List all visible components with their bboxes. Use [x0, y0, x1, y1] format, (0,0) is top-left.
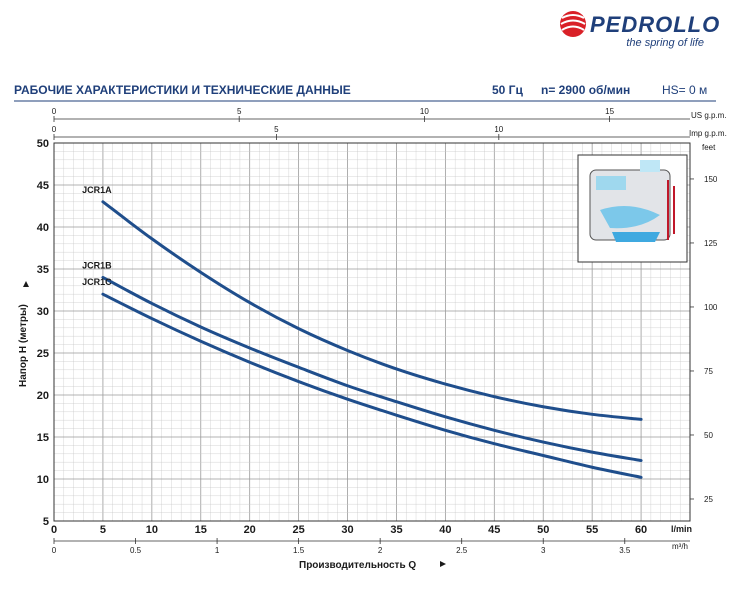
us-gpm-tick-label: 0 [52, 107, 57, 116]
chart-curves: JCR1A JCR1B JCR1C [82, 185, 643, 479]
m3h-unit: m³/h [672, 542, 688, 551]
lmin-unit: l/min [671, 524, 692, 534]
m3h-tick-label: 2.5 [456, 546, 468, 555]
y-axis-title: Напор H (метры) [18, 304, 29, 387]
imp-gpm-tick-label: 5 [274, 125, 279, 134]
y-tick-label: 35 [37, 264, 49, 276]
y-tick-label: 40 [37, 222, 49, 234]
feet-tick-label: 25 [704, 495, 713, 504]
brand-logo: PEDROLLO the spring of life [560, 11, 720, 49]
m3h-tick-label: 0 [52, 546, 57, 555]
feet-unit: feet [702, 143, 716, 152]
brand-tagline: the spring of life [626, 37, 704, 49]
series-label-jcr1c: JCR1C [82, 277, 112, 287]
pump-illustration [577, 154, 688, 263]
y-tick-label: 10 [37, 474, 49, 486]
y-axis-arrow-icon [23, 281, 29, 287]
curve-jcr1a [101, 200, 643, 421]
y-tick-label: 30 [37, 306, 49, 318]
x-axis-arrow-icon [440, 561, 446, 567]
frequency-label: 50 Гц [492, 83, 523, 97]
x-tick-label: 5 [100, 524, 106, 536]
series-label-jcr1b: JCR1B [82, 260, 112, 270]
curve-jcr1b [101, 275, 643, 463]
logo-emblem-icon [560, 11, 586, 37]
us-gpm-tick-label: 15 [605, 107, 614, 116]
x-tick-label: 50 [537, 524, 549, 536]
imp-gpm-unit: Imp g.p.m. [689, 129, 727, 138]
m3h-tick-label: 1.5 [293, 546, 305, 555]
m3h-tick-label: 3.5 [619, 546, 631, 555]
y-tick-label: 15 [37, 432, 49, 444]
us-gpm-unit: US g.p.m. [691, 111, 727, 120]
imp-gpm-tick-label: 0 [52, 125, 57, 134]
chart-axes: 0 5 10 15 20 25 30 35 40 45 50 55 605101520253035404… [37, 107, 718, 555]
chart-grid [53, 142, 691, 522]
us-gpm-tick-label: 5 [237, 107, 242, 116]
x-tick-label: 35 [390, 524, 402, 536]
x-tick-label: 40 [439, 524, 451, 536]
curve-jcr1c [101, 292, 643, 479]
x-tick-label: 45 [488, 524, 500, 536]
x-tick-label: 15 [195, 524, 207, 536]
y-tick-label: 25 [37, 348, 49, 360]
m3h-tick-label: 0.5 [130, 546, 142, 555]
x-tick-label: 25 [292, 524, 304, 536]
plot-frame [53, 142, 691, 522]
x-axis-title: Производительность Q [299, 560, 416, 571]
m3h-tick-label: 1 [215, 546, 220, 555]
x-tick-label: 20 [244, 524, 256, 536]
brand-name: PEDROLLO [590, 12, 720, 37]
x-tick-label: 0 [51, 524, 57, 536]
y-tick-label: 20 [37, 390, 49, 402]
feet-tick-label: 50 [704, 431, 713, 440]
feet-tick-label: 100 [704, 303, 718, 312]
feet-tick-label: 150 [704, 175, 718, 184]
m3h-tick-label: 2 [378, 546, 383, 555]
feet-tick-label: 75 [704, 367, 713, 376]
hs-label: HS= 0 м [662, 83, 707, 97]
page-title: РАБОЧИЕ ХАРАКТЕРИСТИКИ И ТЕХНИЧЕСКИЕ ДАН… [14, 83, 351, 97]
imp-gpm-tick-label: 10 [494, 125, 503, 134]
x-tick-label: 60 [635, 524, 647, 536]
series-label-jcr1a: JCR1A [82, 185, 112, 195]
y-tick-label: 50 [37, 138, 49, 150]
m3h-tick-label: 3 [541, 546, 546, 555]
x-tick-label: 30 [341, 524, 353, 536]
us-gpm-tick-label: 10 [420, 107, 429, 116]
x-tick-label: 10 [146, 524, 158, 536]
y-tick-label: 45 [37, 180, 49, 192]
speed-label: n= 2900 об/мин [541, 83, 630, 97]
feet-tick-label: 125 [704, 239, 718, 248]
y-tick-label: 5 [43, 516, 49, 528]
x-tick-label: 55 [586, 524, 598, 536]
